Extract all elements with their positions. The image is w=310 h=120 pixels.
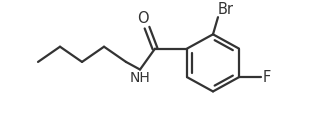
Text: O: O [137,11,149,26]
Text: NH: NH [130,71,150,85]
Text: Br: Br [218,2,234,17]
Text: F: F [263,70,271,85]
